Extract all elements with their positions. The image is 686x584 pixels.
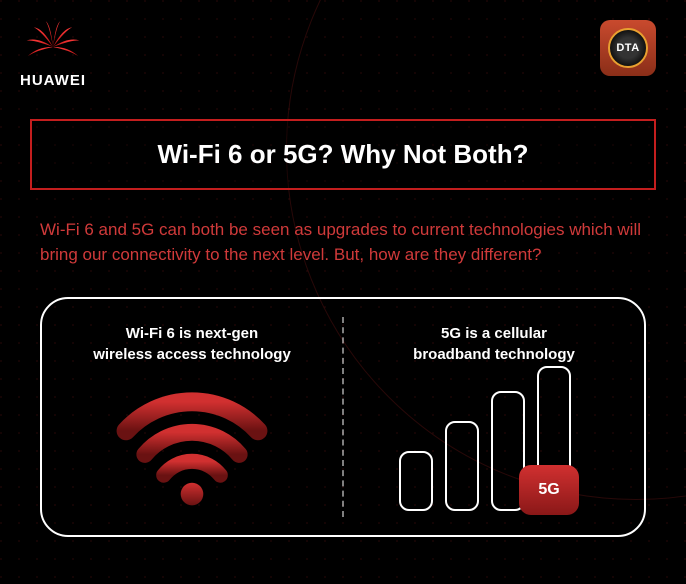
header: HUAWEI DTA <box>0 0 686 99</box>
title-text: Wi-Fi 6 or 5G? Why Not Both? <box>42 139 644 170</box>
signal-bar <box>399 451 433 511</box>
compare-box: Wi-Fi 6 is next-gen wireless access tech… <box>40 297 646 537</box>
fiveg-panel: 5G is a cellular broadband technology 5G <box>344 299 644 535</box>
wifi6-panel: Wi-Fi 6 is next-gen wireless access tech… <box>42 299 342 535</box>
fiveg-label: 5G is a cellular broadband technology <box>413 323 575 365</box>
wifi6-label: Wi-Fi 6 is next-gen wireless access tech… <box>93 323 291 365</box>
dta-text: DTA <box>616 42 639 54</box>
dta-badge: DTA <box>600 20 656 76</box>
fiveg-badge: 5G <box>519 465 579 515</box>
signal-bars-icon: 5G <box>399 379 589 511</box>
wifi-icon <box>107 379 277 511</box>
fiveg-label-line1: 5G is a cellular <box>441 325 547 342</box>
dta-badge-inner: DTA <box>608 28 648 68</box>
huawei-brand: HUAWEI <box>20 20 86 89</box>
fiveg-label-line2: broadband technology <box>413 346 575 363</box>
wifi6-label-line1: Wi-Fi 6 is next-gen <box>126 325 258 342</box>
huawei-text: HUAWEI <box>20 72 86 89</box>
wifi6-label-line2: wireless access technology <box>93 346 291 363</box>
signal-bar <box>445 421 479 511</box>
title-box: Wi-Fi 6 or 5G? Why Not Both? <box>30 119 656 190</box>
intro-text: Wi-Fi 6 and 5G can both be seen as upgra… <box>40 218 646 267</box>
huawei-logo-icon <box>23 20 83 68</box>
